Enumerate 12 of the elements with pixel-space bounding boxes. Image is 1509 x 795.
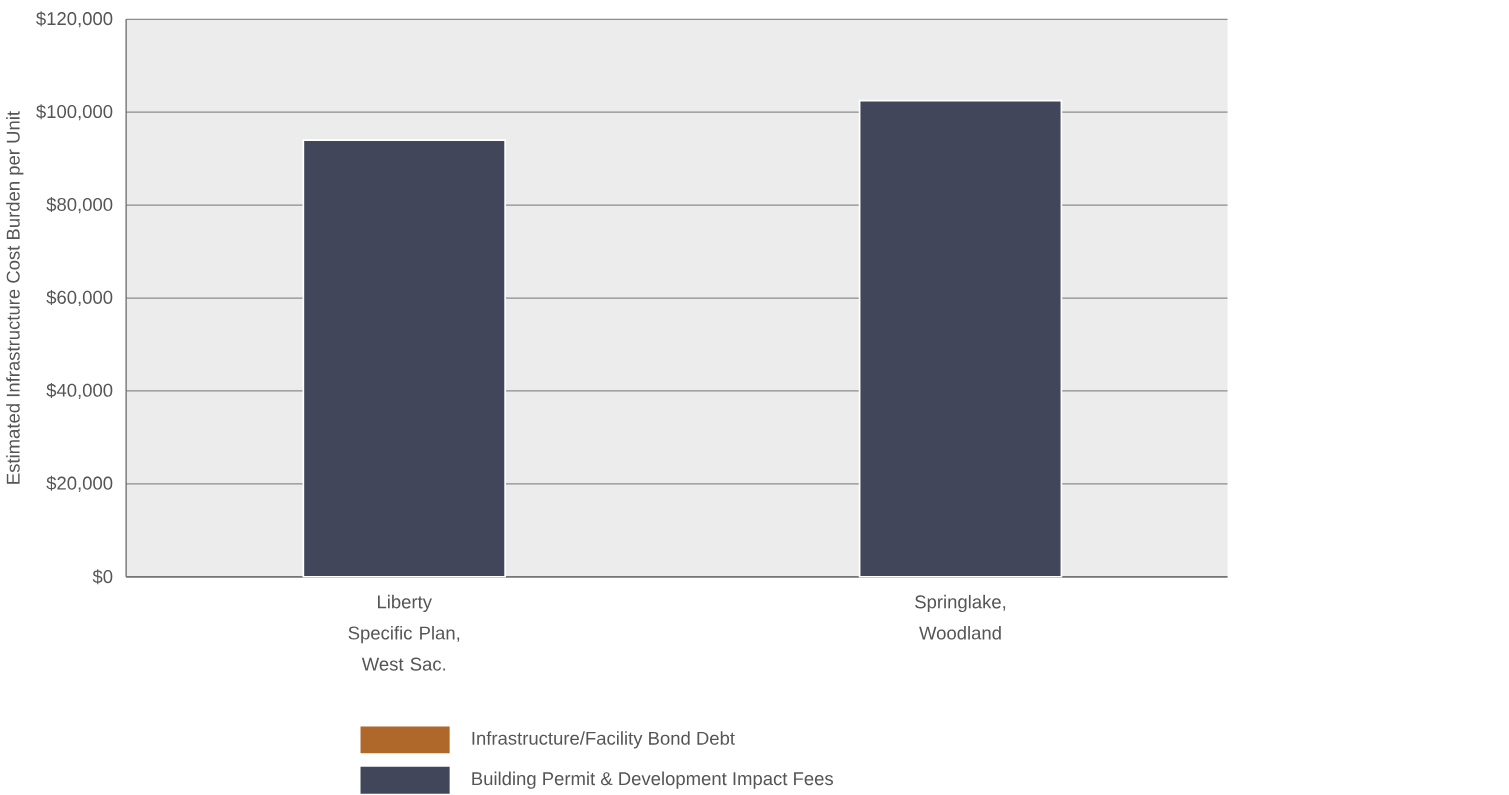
x-tick-label: Springlake, Woodland	[915, 595, 1006, 640]
y-tick-label: $0	[92, 569, 113, 585]
y-axis-title: Estimated Infrastructure Cost Burden per Unit	[6, 111, 24, 484]
x-tick-label: Liberty Specific Plan, West Sac.	[348, 595, 460, 671]
y-tick-label: $40,000	[46, 383, 113, 400]
y-tick-label: $60,000	[46, 290, 113, 307]
y-tick-label: $20,000	[46, 476, 113, 493]
y-tick-label: $120,000	[36, 11, 113, 28]
y-tick-label: $80,000	[46, 197, 113, 214]
legend-label: Infrastructure/Facility Bond Debt	[472, 731, 735, 749]
legend-label: Building Permit & Development Impact Fees	[472, 771, 834, 790]
y-tick-label: $100,000	[36, 104, 113, 121]
